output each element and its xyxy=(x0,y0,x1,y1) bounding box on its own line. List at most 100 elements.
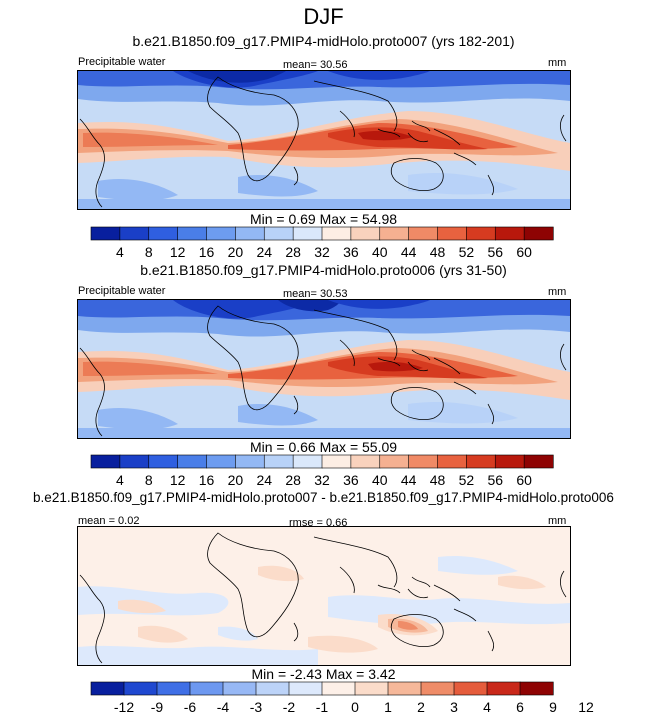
colorbar-tick-label: -12 xyxy=(114,699,134,715)
colorbar-tick-label: 36 xyxy=(343,472,359,488)
colorbar-tick-label: -3 xyxy=(250,699,263,715)
colorbar-swatch xyxy=(379,454,410,469)
colorbar-swatch xyxy=(292,226,323,241)
panel-2-mean-label: mean= 30.53 xyxy=(283,288,348,300)
panel-1-mean-label: mean= 30.56 xyxy=(283,59,348,71)
colorbar-tick-label: 56 xyxy=(487,472,503,488)
colorbar-swatch xyxy=(354,681,389,696)
colorbar-tick-label: -1 xyxy=(316,699,329,715)
colorbar-swatch xyxy=(119,226,150,241)
colorbar-swatch xyxy=(177,226,208,241)
colorbar-swatch xyxy=(321,226,352,241)
colorbar-tick-label: 28 xyxy=(285,472,301,488)
colorbar-swatch xyxy=(90,454,121,469)
colorbar-swatch xyxy=(350,454,381,469)
colorbar-tick-label: 20 xyxy=(228,244,244,260)
panel-3-units: mm xyxy=(548,515,567,527)
colorbar-swatch xyxy=(288,681,323,696)
colorbar-tick-label: 24 xyxy=(256,244,272,260)
colorbar-swatch xyxy=(292,454,323,469)
colorbar-swatch xyxy=(90,226,121,241)
colorbar-tick-label: 12 xyxy=(578,699,594,715)
colorbar-tick-label: 48 xyxy=(430,472,446,488)
colorbar-swatch xyxy=(523,226,554,241)
panel-1-min-max: Min = 0.69 Max = 54.98 xyxy=(249,211,398,227)
panel-3-min-max: Min = -2.43 Max = 3.42 xyxy=(251,666,396,682)
colorbar-tick-label: 8 xyxy=(145,472,153,488)
colorbar-tick-label: -9 xyxy=(151,699,164,715)
panel-3-colorbar: -12 -9 -6 -4 -3 -2 -1 0 1 2 3 4 6 9 12 xyxy=(90,681,594,715)
colorbar-swatch xyxy=(177,454,208,469)
panel-2-title: b.e21.B1850.f09_g17.PMIP4-midHolo.proto0… xyxy=(140,262,507,278)
panel-2-units: mm xyxy=(548,286,567,298)
colorbar-tick-label: 9 xyxy=(549,699,557,715)
colorbar-swatch xyxy=(408,454,439,469)
colorbar-tick-label: 52 xyxy=(459,244,475,260)
colorbar-swatch xyxy=(206,226,236,241)
colorbar-swatch xyxy=(255,681,290,696)
colorbar-swatch xyxy=(263,226,294,241)
colorbar-swatch xyxy=(263,454,294,469)
colorbar-tick-label: 36 xyxy=(343,244,359,260)
colorbar-swatch xyxy=(235,226,265,241)
colorbar-tick-label: 48 xyxy=(430,244,446,260)
colorbar-tick-label: 52 xyxy=(459,472,475,488)
panel-1-colorbar: 4 8 12 16 20 24 28 32 36 40 44 48 52 56 60 xyxy=(90,226,554,260)
panel-3-map-field xyxy=(78,527,570,665)
panel-2-map xyxy=(77,299,571,439)
colorbar-tick-label: 20 xyxy=(228,472,244,488)
colorbar-tick-label: 16 xyxy=(199,472,215,488)
colorbar-swatch xyxy=(387,681,422,696)
colorbar-tick-label: 4 xyxy=(483,699,491,715)
colorbar-tick-label: 40 xyxy=(372,244,388,260)
panel-3-colorbar-svg: -12 -9 -6 -4 -3 -2 -1 0 1 2 3 4 6 9 12 xyxy=(90,681,594,715)
panel-1-variable-label: Precipitable water xyxy=(78,56,166,68)
colorbar-swatch xyxy=(453,681,488,696)
colorbar-tick-label: 40 xyxy=(372,472,388,488)
colorbar-tick-label: 2 xyxy=(417,699,425,715)
colorbar-swatch xyxy=(494,226,525,241)
colorbar-swatch xyxy=(519,681,554,696)
panel-3-map xyxy=(77,526,571,666)
colorbar-swatch xyxy=(119,454,150,469)
page-title: DJF xyxy=(303,4,344,29)
colorbar-swatch xyxy=(466,226,496,241)
colorbar-tick-label: 6 xyxy=(516,699,524,715)
colorbar-swatch xyxy=(420,681,455,696)
colorbar-tick-label: 44 xyxy=(401,244,417,260)
colorbar-tick-label: -6 xyxy=(184,699,197,715)
colorbar-tick-label: 32 xyxy=(314,472,330,488)
colorbar-tick-label: 60 xyxy=(516,244,532,260)
panel-2-min-max: Min = 0.66 Max = 55.09 xyxy=(249,439,398,455)
colorbar-swatch xyxy=(90,681,125,696)
colorbar-swatch xyxy=(321,681,356,696)
colorbar-swatch xyxy=(379,226,410,241)
colorbar-swatch xyxy=(235,454,265,469)
panel-1-map xyxy=(77,70,571,210)
colorbar-tick-label: 1 xyxy=(384,699,392,715)
colorbar-swatch xyxy=(437,226,467,241)
colorbar-tick-label: -4 xyxy=(217,699,230,715)
colorbar-swatch xyxy=(123,681,158,696)
colorbar-tick-label: 0 xyxy=(351,699,359,715)
panel-2-colorbar-svg: 4 8 12 16 20 24 28 32 36 40 44 48 52 56 60 xyxy=(90,454,554,488)
colorbar-tick-label: 24 xyxy=(256,472,272,488)
colorbar-swatch xyxy=(350,226,381,241)
colorbar-swatch xyxy=(206,454,236,469)
panel-1-map-field xyxy=(78,71,570,209)
panel-1-colorbar-svg: 4 8 12 16 20 24 28 32 36 40 44 48 52 56 60 xyxy=(90,226,554,260)
colorbar-tick-label: 32 xyxy=(314,244,330,260)
colorbar-swatch xyxy=(189,681,224,696)
colorbar-swatch xyxy=(494,454,525,469)
panel-1-units: mm xyxy=(548,57,567,69)
colorbar-swatch xyxy=(148,454,179,469)
colorbar-swatch xyxy=(408,226,439,241)
colorbar-swatch xyxy=(321,454,352,469)
colorbar-swatch xyxy=(148,226,179,241)
colorbar-tick-label: 28 xyxy=(285,244,301,260)
colorbar-swatch xyxy=(156,681,191,696)
colorbar-swatch xyxy=(466,454,496,469)
colorbar-tick-label: 44 xyxy=(401,472,417,488)
colorbar-tick-label: 12 xyxy=(170,472,186,488)
colorbar-tick-label: 4 xyxy=(116,244,124,260)
